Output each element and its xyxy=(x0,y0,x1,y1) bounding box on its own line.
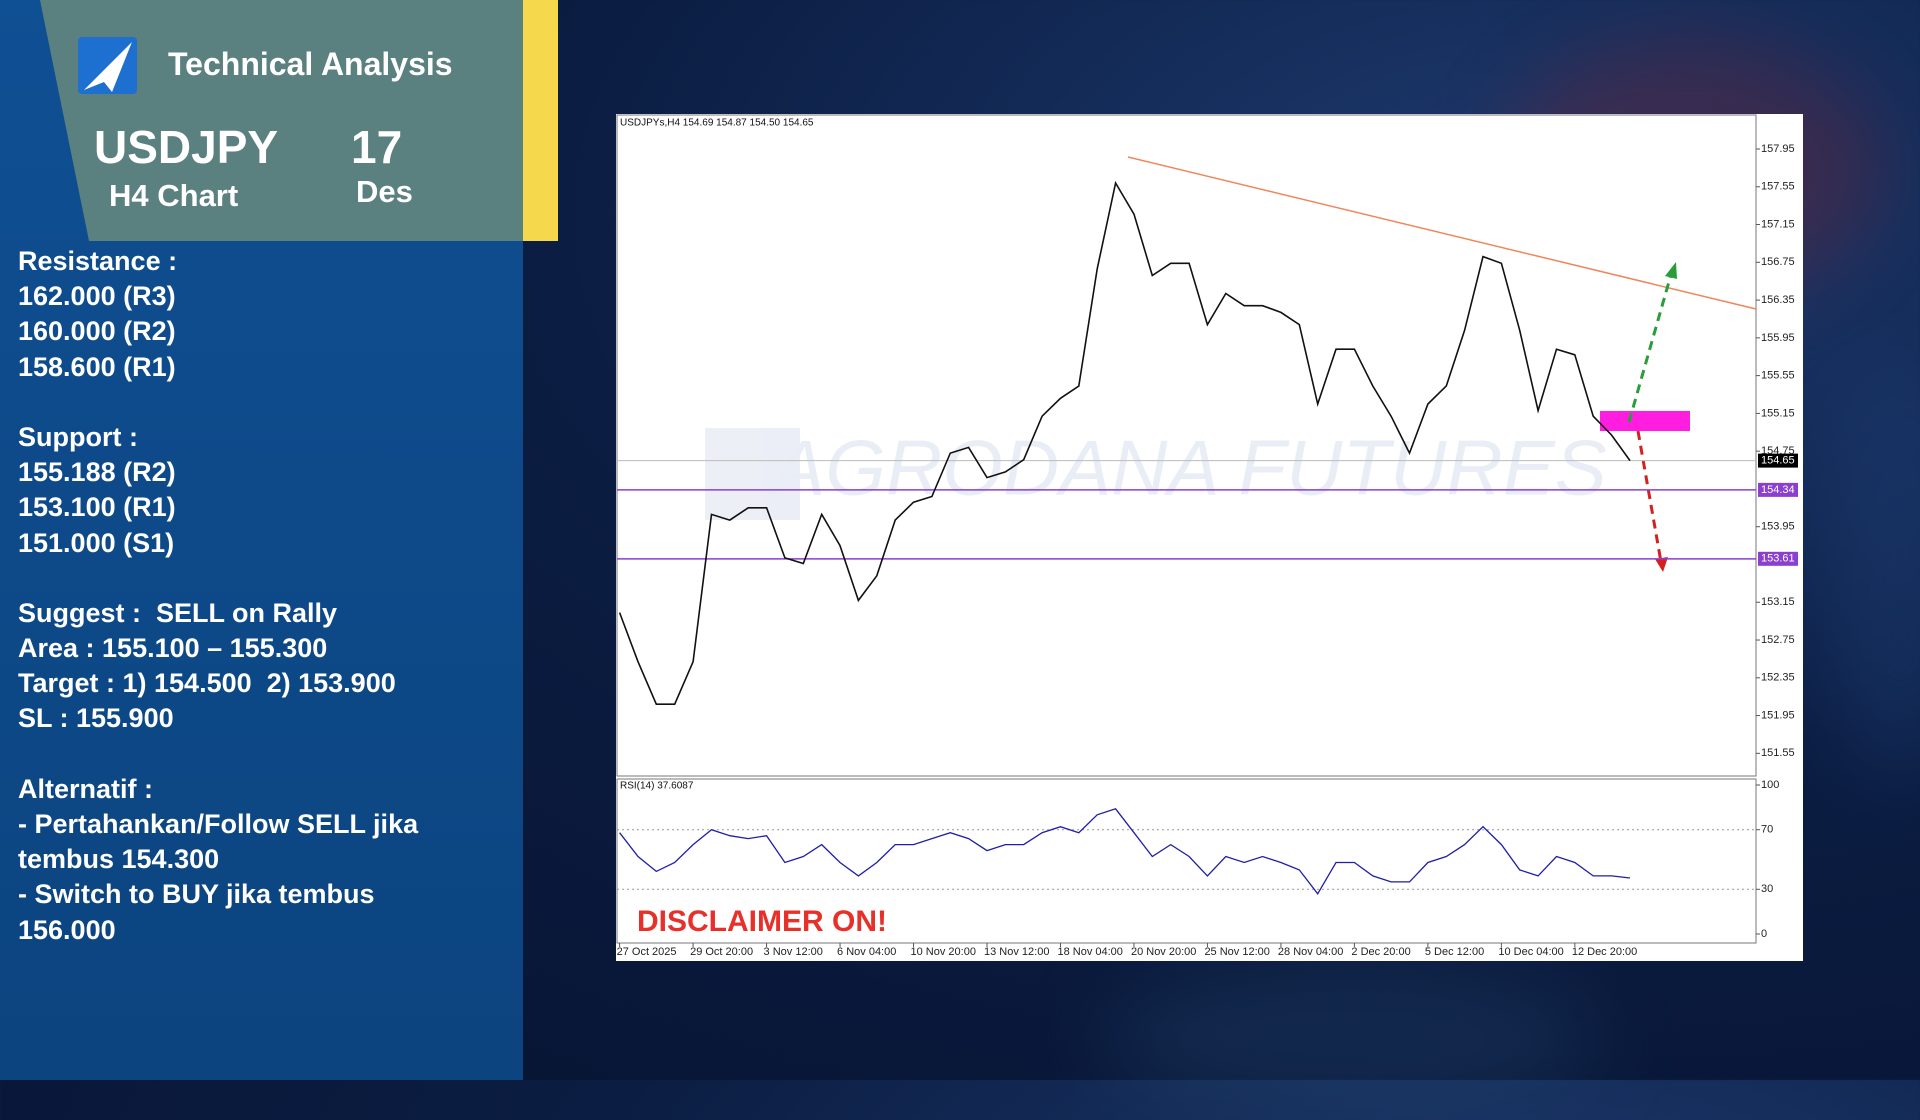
disclaimer: DISCLAIMER ON! xyxy=(637,905,887,938)
y-tick-label: 0 xyxy=(1761,928,1767,940)
level: 151.000 (S1) xyxy=(18,527,175,558)
level-label: 154.34 xyxy=(1761,484,1795,496)
y-tick-label: 153.95 xyxy=(1761,521,1795,533)
watermark-logo xyxy=(705,428,800,520)
logo-mark xyxy=(84,42,132,92)
rsi-title: RSI(14) 37.6087 xyxy=(620,781,694,792)
chart-title: USDJPYs,H4 154.69 154.87 154.50 154.65 xyxy=(620,118,814,129)
suggest-line: Suggest : SELL on Rally xyxy=(18,597,338,628)
pair: USDJPY xyxy=(94,121,279,173)
suggest-line: SL : 155.900 xyxy=(18,703,174,734)
section-label: Support : xyxy=(18,421,138,452)
watermark-text: AGRODANA FUTURES xyxy=(769,424,1607,512)
x-tick-label: 20 Nov 20:00 xyxy=(1131,946,1196,958)
chart: AGRODANA FUTURES USDJPYs,H4 154.69 154.8… xyxy=(616,114,1803,961)
y-tick-label: 152.35 xyxy=(1761,672,1795,684)
y-tick-label: 156.35 xyxy=(1761,294,1795,306)
x-tick-label: 6 Nov 04:00 xyxy=(837,946,896,958)
x-tick-label: 10 Nov 20:00 xyxy=(911,946,976,958)
level-label-box xyxy=(1758,551,1798,566)
chart-frame xyxy=(616,114,1803,961)
up-arrow-head xyxy=(1665,262,1677,279)
y-tick-label: 155.95 xyxy=(1761,332,1795,344)
level: 160.000 (R2) xyxy=(18,316,176,347)
y-tick-label: 151.95 xyxy=(1761,709,1795,721)
level-label-box xyxy=(1758,482,1798,497)
rsi-pane xyxy=(616,778,1757,944)
timeframe: H4 Chart xyxy=(109,178,239,213)
down-arrow-head xyxy=(1655,557,1668,572)
rsi-line xyxy=(619,808,1631,895)
x-tick-label: 10 Dec 04:00 xyxy=(1498,946,1563,958)
y-tick-label: 157.55 xyxy=(1761,181,1795,193)
header-title: Technical Analysis xyxy=(168,46,453,82)
trend-line xyxy=(1127,156,1757,310)
watermark: AGRODANA FUTURES xyxy=(705,424,1607,520)
x-tick-label: 29 Oct 20:00 xyxy=(690,946,753,958)
level: 162.000 (R3) xyxy=(18,281,176,312)
header-shapes xyxy=(40,0,558,241)
y-tick-label: 152.75 xyxy=(1761,634,1795,646)
y-tick-label: 156.75 xyxy=(1761,256,1795,268)
month: Des xyxy=(356,174,413,209)
price-line xyxy=(618,180,1631,705)
suggest-line: Area : 155.100 – 155.300 xyxy=(18,633,328,664)
header-box xyxy=(40,0,523,241)
x-tick-label: 13 Nov 12:00 xyxy=(984,946,1049,958)
current-price-box xyxy=(1758,453,1798,468)
entry-zone xyxy=(1600,411,1690,431)
y-tick-label: 157.95 xyxy=(1761,143,1795,155)
x-tick-label: 5 Dec 12:00 xyxy=(1425,946,1484,958)
x-tick-label: 28 Nov 04:00 xyxy=(1278,946,1343,958)
level: 155.188 (R2) xyxy=(18,457,176,488)
alternative-line: 156.000 xyxy=(18,914,116,945)
header-accent xyxy=(523,0,558,241)
x-tick-label: 3 Nov 12:00 xyxy=(764,946,823,958)
level: 158.600 (R1) xyxy=(18,351,176,382)
y-tick-label: 70 xyxy=(1761,824,1773,836)
y-tick-label: 155.55 xyxy=(1761,370,1795,382)
y-tick-label: 153.15 xyxy=(1761,596,1795,608)
level-label: 153.61 xyxy=(1761,553,1795,565)
analysis-notes: Resistance : 162.000 (R3) 160.000 (R2) 1… xyxy=(18,244,418,948)
current-price-label: 154.65 xyxy=(1761,455,1795,467)
section-label: Alternatif : xyxy=(18,773,153,804)
y-tick-label: 157.15 xyxy=(1761,218,1795,230)
x-tick-label: 25 Nov 12:00 xyxy=(1204,946,1269,958)
up-arrow xyxy=(1627,270,1674,423)
y-tick-label: 151.55 xyxy=(1761,747,1795,759)
day: 17 xyxy=(351,121,403,173)
price-pane xyxy=(616,114,1757,777)
x-tick-label: 18 Nov 04:00 xyxy=(1057,946,1122,958)
alternative-line: tembus 154.300 xyxy=(18,844,220,875)
x-tick-label: 2 Dec 20:00 xyxy=(1351,946,1410,958)
down-arrow xyxy=(1636,430,1663,563)
suggest-line: Target : 1) 154.500 2) 153.900 xyxy=(18,668,396,699)
x-tick-label: 12 Dec 20:00 xyxy=(1572,946,1637,958)
section-label: Resistance : xyxy=(18,246,178,276)
y-tick-label: 155.15 xyxy=(1761,407,1795,419)
y-tick-label: 100 xyxy=(1761,779,1779,791)
alternative-line: - Switch to BUY jika tembus xyxy=(18,879,375,910)
y-tick-label: 30 xyxy=(1761,883,1773,895)
alternative-line: - Pertahankan/Follow SELL jika xyxy=(18,809,419,839)
x-tick-label: 27 Oct 2025 xyxy=(617,946,677,958)
level: 153.100 (R1) xyxy=(18,492,176,523)
logo-box xyxy=(78,37,137,94)
